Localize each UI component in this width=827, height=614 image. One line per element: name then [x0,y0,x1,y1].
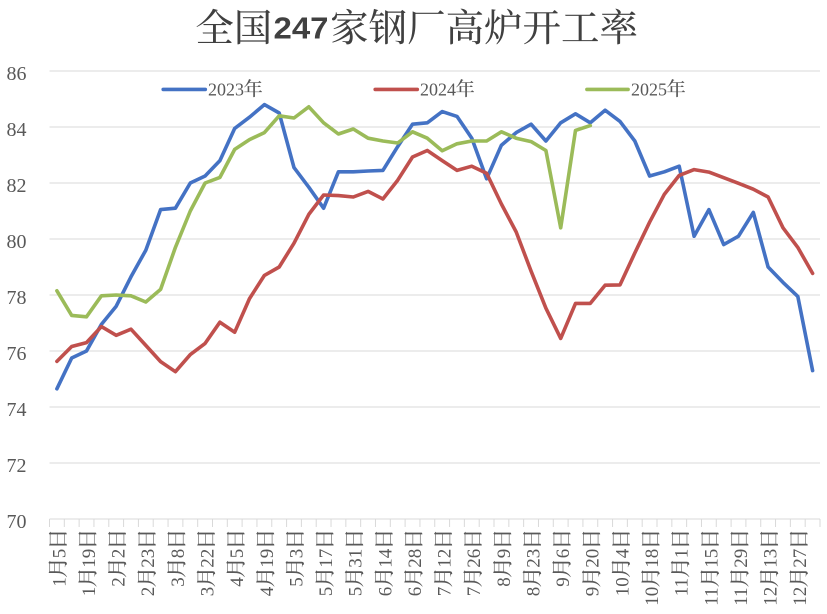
svg-text:2023: 2023 [208,80,244,100]
svg-text:8: 8 [168,549,189,559]
svg-text:20: 20 [583,549,604,568]
svg-text:2024: 2024 [420,80,456,100]
svg-text:1: 1 [672,549,693,559]
svg-text:12: 12 [435,549,456,568]
svg-text:70: 70 [7,511,27,533]
svg-text:5: 5 [346,587,367,597]
svg-text:18: 18 [642,549,663,568]
svg-text:5: 5 [227,549,248,559]
svg-text:19: 19 [257,549,278,568]
svg-text:6: 6 [405,587,426,597]
svg-text:8: 8 [494,577,515,587]
svg-text:3: 3 [286,549,307,559]
svg-text:80: 80 [7,231,27,253]
svg-text:5: 5 [316,587,337,597]
svg-text:26: 26 [464,549,485,568]
svg-text:4: 4 [612,548,633,558]
svg-text:3: 3 [168,577,189,587]
svg-text:7: 7 [464,587,485,597]
svg-text:10: 10 [642,587,663,606]
svg-text:31: 31 [346,549,367,568]
svg-text:84: 84 [7,119,27,141]
svg-text:7: 7 [435,587,456,597]
svg-text:1: 1 [49,577,70,587]
svg-text:8: 8 [523,587,544,597]
svg-text:86: 86 [7,63,27,85]
svg-text:74: 74 [7,399,27,421]
svg-text:6: 6 [375,587,396,597]
svg-text:11: 11 [701,588,722,606]
svg-text:13: 13 [761,549,782,568]
svg-text:27: 27 [790,549,811,568]
svg-text:3: 3 [197,587,218,597]
svg-text:23: 23 [138,549,159,568]
svg-text:15: 15 [701,549,722,568]
svg-text:29: 29 [731,549,752,568]
svg-text:76: 76 [7,343,27,365]
svg-text:247: 247 [274,12,329,46]
svg-text:82: 82 [7,175,27,197]
svg-text:22: 22 [197,549,218,568]
svg-text:2: 2 [109,549,130,559]
svg-text:14: 14 [375,548,396,568]
svg-text:6: 6 [553,549,574,559]
svg-text:5: 5 [49,549,70,559]
svg-text:9: 9 [494,549,515,559]
svg-text:9: 9 [583,587,604,597]
svg-text:5: 5 [286,577,307,587]
svg-text:10: 10 [612,577,633,596]
svg-text:11: 11 [672,578,693,596]
svg-text:12: 12 [790,587,811,606]
svg-text:2025: 2025 [631,80,667,100]
svg-text:2: 2 [109,577,130,587]
svg-text:72: 72 [7,455,27,477]
svg-text:17: 17 [316,549,337,568]
svg-text:19: 19 [79,549,100,568]
svg-text:9: 9 [553,577,574,587]
svg-text:23: 23 [523,549,544,568]
svg-text:4: 4 [257,586,278,596]
svg-text:4: 4 [227,577,248,587]
svg-text:11: 11 [731,588,752,606]
svg-text:12: 12 [761,587,782,606]
svg-text:78: 78 [7,287,27,309]
svg-text:28: 28 [405,549,426,568]
svg-text:1: 1 [79,587,100,597]
svg-text:2: 2 [138,587,159,597]
